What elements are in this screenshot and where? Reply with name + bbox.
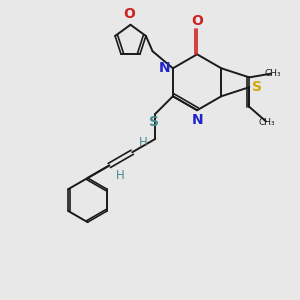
Text: CH₃: CH₃ <box>259 118 275 127</box>
Text: CH₃: CH₃ <box>264 69 281 78</box>
Text: N: N <box>191 113 203 127</box>
Text: H: H <box>139 136 148 149</box>
Text: O: O <box>123 7 135 21</box>
Text: H: H <box>116 169 124 182</box>
Text: O: O <box>191 14 203 28</box>
Text: S: S <box>252 80 262 94</box>
Text: S: S <box>149 116 159 129</box>
Text: N: N <box>159 61 170 75</box>
